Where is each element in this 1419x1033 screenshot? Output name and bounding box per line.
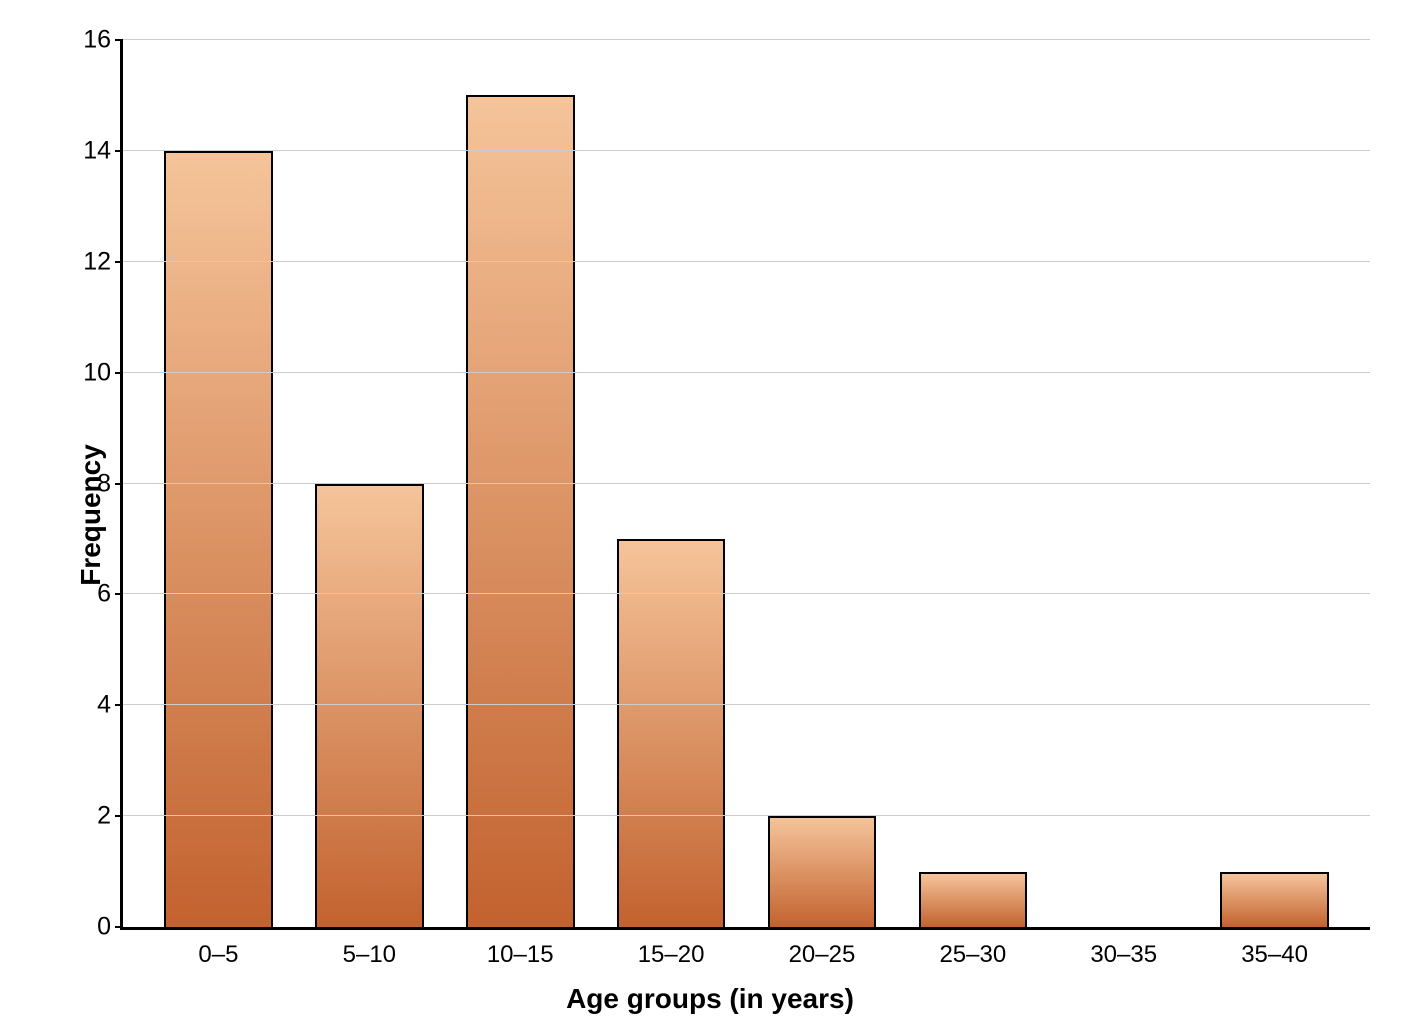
x-tick-label: 30–35 [1090, 927, 1157, 969]
bar [164, 151, 273, 927]
bar-wrapper: 5–10 [294, 40, 445, 927]
bar-wrapper: 25–30 [897, 40, 1048, 927]
gridline [123, 372, 1370, 373]
y-tick-label: 6 [97, 580, 123, 609]
x-tick-label: 20–25 [789, 927, 856, 969]
x-tick-label: 5–10 [343, 927, 396, 969]
gridline [123, 150, 1370, 151]
y-tick-label: 12 [83, 247, 123, 276]
histogram-chart: Frequency 0–55–1010–1515–2020–2525–3030–… [30, 30, 1390, 1000]
bars-container: 0–55–1010–1515–2020–2525–3030–3535–40 [123, 40, 1370, 927]
bar [315, 484, 424, 928]
bar [617, 539, 726, 927]
bar [768, 816, 877, 927]
bar [919, 872, 1028, 927]
y-tick-label: 0 [97, 913, 123, 942]
x-tick-label: 10–15 [487, 927, 554, 969]
y-tick-label: 4 [97, 691, 123, 720]
bar-wrapper: 30–35 [1048, 40, 1199, 927]
x-tick-label: 35–40 [1241, 927, 1308, 969]
y-tick-label: 10 [83, 358, 123, 387]
bar [466, 95, 575, 927]
y-tick-label: 2 [97, 802, 123, 831]
y-tick-label: 16 [83, 26, 123, 55]
bar-wrapper: 15–20 [596, 40, 747, 927]
bar-wrapper: 0–5 [143, 40, 294, 927]
x-tick-label: 15–20 [638, 927, 705, 969]
gridline [123, 39, 1370, 40]
x-tick-label: 0–5 [198, 927, 238, 969]
y-tick-label: 8 [97, 469, 123, 498]
gridline [123, 704, 1370, 705]
bar-wrapper: 35–40 [1199, 40, 1350, 927]
gridline [123, 261, 1370, 262]
y-axis-label: Frequency [75, 444, 107, 586]
y-tick-label: 14 [83, 136, 123, 165]
gridline [123, 483, 1370, 484]
bar-wrapper: 10–15 [445, 40, 596, 927]
bar [1220, 872, 1329, 927]
x-tick-label: 25–30 [939, 927, 1006, 969]
x-axis-label: Age groups (in years) [566, 983, 854, 1015]
gridline [123, 815, 1370, 816]
bar-wrapper: 20–25 [747, 40, 898, 927]
gridline [123, 593, 1370, 594]
plot-area: 0–55–1010–1515–2020–2525–3030–3535–40 02… [120, 40, 1370, 930]
